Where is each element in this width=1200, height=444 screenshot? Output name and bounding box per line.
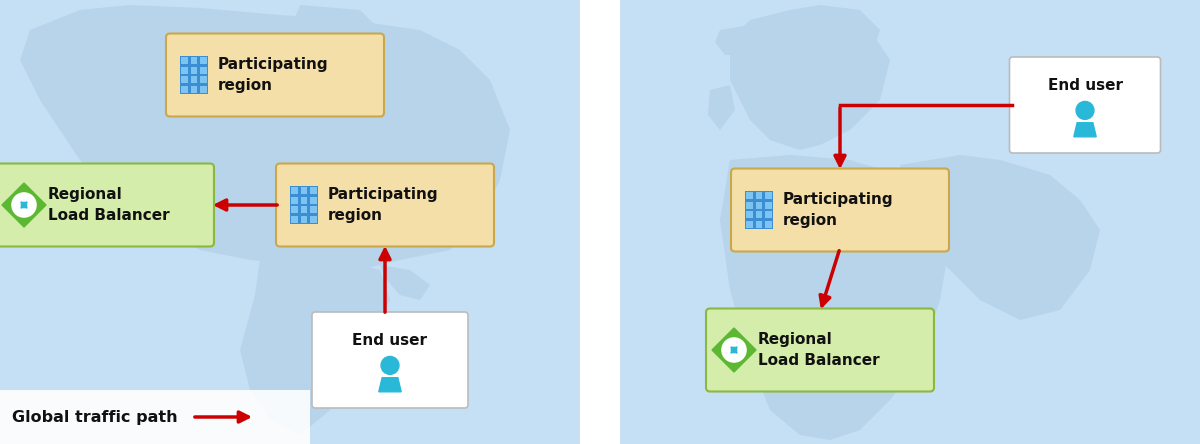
- FancyBboxPatch shape: [181, 86, 188, 93]
- FancyBboxPatch shape: [180, 56, 208, 94]
- FancyBboxPatch shape: [191, 67, 197, 74]
- FancyBboxPatch shape: [766, 221, 772, 228]
- Polygon shape: [1074, 123, 1097, 137]
- FancyBboxPatch shape: [756, 221, 762, 228]
- FancyBboxPatch shape: [191, 86, 197, 93]
- FancyBboxPatch shape: [312, 312, 468, 408]
- FancyBboxPatch shape: [0, 390, 310, 444]
- Circle shape: [12, 193, 36, 217]
- FancyBboxPatch shape: [301, 216, 307, 223]
- Polygon shape: [280, 5, 390, 80]
- FancyBboxPatch shape: [0, 163, 214, 246]
- FancyBboxPatch shape: [181, 76, 188, 83]
- FancyBboxPatch shape: [766, 202, 772, 209]
- Polygon shape: [380, 265, 430, 300]
- Text: Regional
Load Balancer: Regional Load Balancer: [48, 187, 169, 223]
- Polygon shape: [720, 155, 950, 440]
- Text: Global traffic path: Global traffic path: [12, 409, 178, 424]
- Circle shape: [382, 357, 398, 374]
- Polygon shape: [715, 25, 760, 55]
- FancyBboxPatch shape: [1009, 57, 1160, 153]
- FancyBboxPatch shape: [200, 57, 206, 64]
- FancyBboxPatch shape: [301, 206, 307, 214]
- FancyBboxPatch shape: [292, 216, 298, 223]
- FancyBboxPatch shape: [191, 57, 197, 64]
- FancyBboxPatch shape: [620, 0, 1200, 444]
- FancyBboxPatch shape: [181, 57, 188, 64]
- FancyBboxPatch shape: [0, 0, 580, 444]
- Polygon shape: [2, 183, 46, 227]
- FancyBboxPatch shape: [310, 197, 317, 204]
- FancyBboxPatch shape: [166, 33, 384, 116]
- FancyBboxPatch shape: [200, 76, 206, 83]
- FancyBboxPatch shape: [181, 67, 188, 74]
- Circle shape: [1076, 101, 1094, 119]
- Text: End user: End user: [353, 333, 427, 348]
- Polygon shape: [379, 378, 401, 392]
- FancyBboxPatch shape: [301, 187, 307, 194]
- Text: Participating
region: Participating region: [784, 192, 894, 228]
- FancyBboxPatch shape: [746, 221, 752, 228]
- Polygon shape: [240, 258, 390, 435]
- Polygon shape: [730, 10, 890, 150]
- FancyBboxPatch shape: [746, 211, 752, 218]
- Polygon shape: [712, 328, 756, 372]
- FancyBboxPatch shape: [191, 76, 197, 83]
- FancyBboxPatch shape: [746, 202, 752, 209]
- Text: Participating
region: Participating region: [218, 57, 329, 93]
- FancyBboxPatch shape: [301, 197, 307, 204]
- FancyBboxPatch shape: [745, 191, 773, 229]
- FancyBboxPatch shape: [731, 169, 949, 251]
- Polygon shape: [20, 5, 510, 270]
- Text: End user: End user: [1048, 78, 1122, 93]
- FancyBboxPatch shape: [310, 206, 317, 214]
- FancyBboxPatch shape: [200, 67, 206, 74]
- FancyBboxPatch shape: [292, 197, 298, 204]
- Text: Participating
region: Participating region: [328, 187, 439, 223]
- FancyBboxPatch shape: [292, 206, 298, 214]
- FancyBboxPatch shape: [756, 202, 762, 209]
- Polygon shape: [900, 155, 1100, 320]
- FancyBboxPatch shape: [292, 187, 298, 194]
- FancyBboxPatch shape: [310, 187, 317, 194]
- FancyBboxPatch shape: [756, 192, 762, 199]
- FancyBboxPatch shape: [290, 186, 318, 224]
- FancyBboxPatch shape: [766, 211, 772, 218]
- FancyBboxPatch shape: [706, 309, 934, 392]
- FancyBboxPatch shape: [756, 211, 762, 218]
- Circle shape: [730, 346, 738, 354]
- Circle shape: [20, 201, 28, 209]
- FancyBboxPatch shape: [200, 86, 206, 93]
- FancyBboxPatch shape: [766, 192, 772, 199]
- Circle shape: [722, 338, 746, 362]
- Polygon shape: [708, 85, 734, 130]
- Polygon shape: [790, 5, 880, 80]
- FancyBboxPatch shape: [746, 192, 752, 199]
- Text: Regional
Load Balancer: Regional Load Balancer: [758, 332, 880, 368]
- FancyBboxPatch shape: [310, 216, 317, 223]
- FancyBboxPatch shape: [276, 163, 494, 246]
